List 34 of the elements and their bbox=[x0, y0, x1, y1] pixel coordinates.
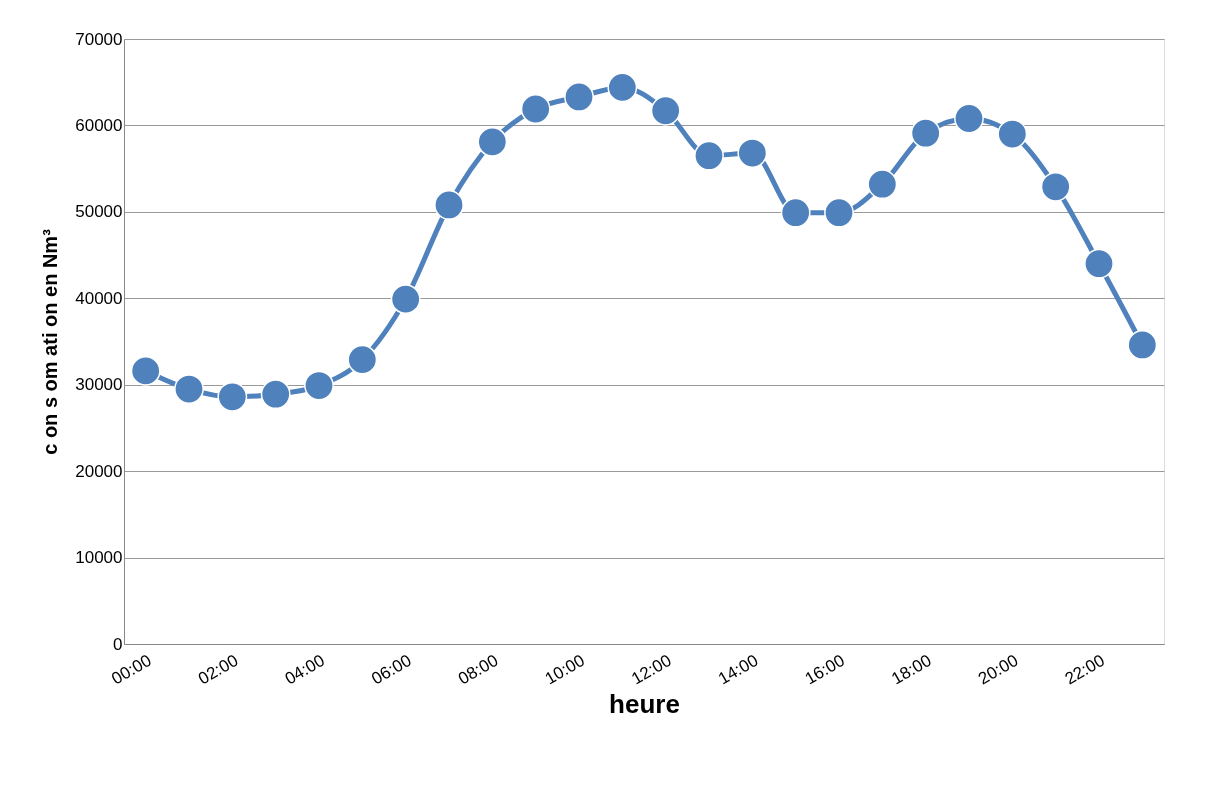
point bbox=[130, 356, 161, 386]
point bbox=[997, 119, 1028, 149]
point bbox=[477, 126, 508, 157]
point bbox=[434, 190, 464, 220]
point bbox=[217, 381, 248, 412]
y-tick-label: 10000 bbox=[75, 548, 123, 568]
x-axis-title: heure bbox=[609, 688, 680, 719]
point bbox=[304, 370, 334, 401]
point bbox=[174, 374, 204, 404]
point bbox=[564, 82, 594, 112]
point bbox=[910, 118, 941, 149]
y-tick-label: 50000 bbox=[75, 202, 123, 222]
y-tick-label: 60000 bbox=[75, 115, 123, 135]
point bbox=[1127, 330, 1158, 360]
point bbox=[607, 72, 638, 103]
point bbox=[520, 94, 551, 124]
point bbox=[1040, 171, 1071, 202]
point bbox=[694, 140, 724, 171]
y-tick-label: 40000 bbox=[75, 288, 123, 308]
point bbox=[650, 95, 681, 126]
point bbox=[824, 197, 854, 228]
y-tick-label: 30000 bbox=[75, 375, 123, 395]
y-tick-label: 70000 bbox=[75, 29, 123, 49]
y-axis-title: c on s om ati on en Nm³ bbox=[39, 228, 62, 455]
point bbox=[780, 197, 811, 228]
y-tick-label: 0 bbox=[113, 634, 123, 654]
point bbox=[954, 103, 984, 134]
point bbox=[1084, 248, 1114, 279]
point bbox=[737, 138, 768, 168]
point bbox=[347, 344, 378, 375]
point bbox=[390, 284, 421, 315]
y-tick-label: 20000 bbox=[75, 461, 123, 481]
point bbox=[867, 169, 898, 200]
point bbox=[260, 379, 291, 410]
